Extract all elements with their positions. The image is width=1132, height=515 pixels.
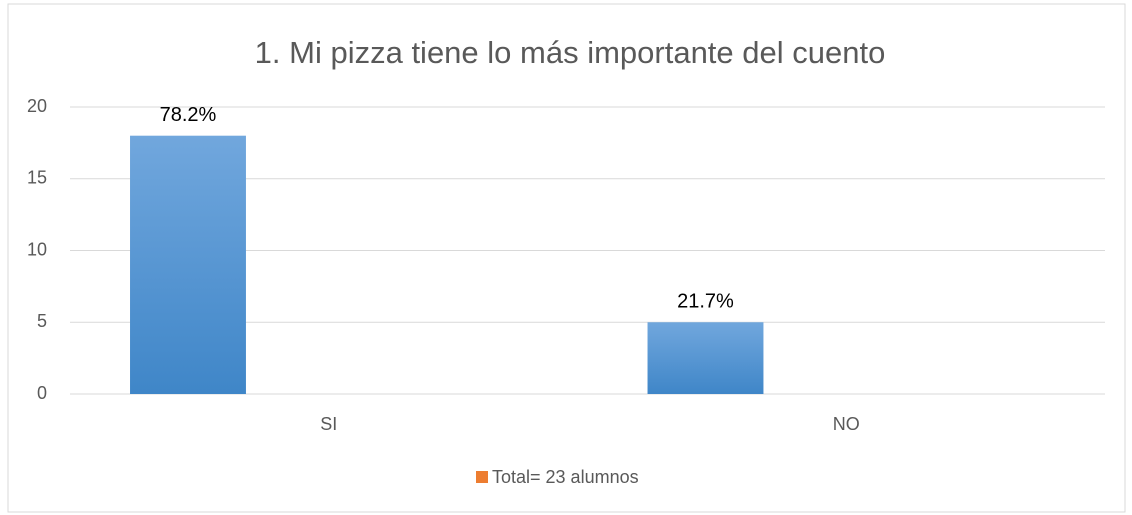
y-tick-label: 15	[27, 168, 47, 188]
legend-label: Total= 23 alumnos	[492, 467, 639, 487]
y-tick-label: 5	[37, 311, 47, 331]
data-label: 21.7%	[677, 291, 734, 313]
y-tick-label: 20	[27, 96, 47, 116]
x-tick-label: NO	[833, 414, 860, 434]
legend-swatch	[476, 471, 488, 483]
chart-title: 1. Mi pizza tiene lo más importante del …	[255, 35, 886, 70]
x-tick-label: SI	[320, 414, 337, 434]
bar	[130, 135, 246, 394]
data-label: 78.2%	[160, 104, 217, 126]
bar	[647, 322, 764, 394]
y-tick-label: 0	[37, 383, 47, 403]
y-tick-label: 10	[27, 239, 47, 259]
